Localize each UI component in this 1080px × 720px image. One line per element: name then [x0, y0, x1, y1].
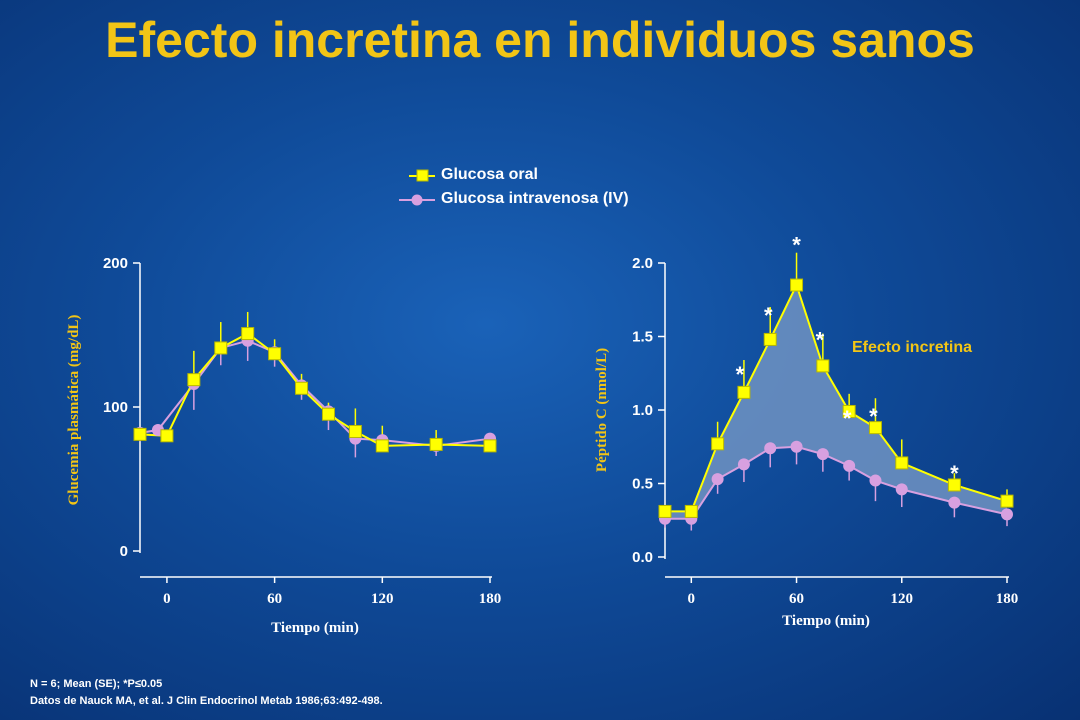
glucose-oral-marker — [187, 373, 201, 387]
glucose-iv-series-line — [139, 339, 491, 447]
cpeptide-x-tick-label: 0 — [688, 591, 696, 607]
cpeptide-iv-marker — [895, 483, 908, 496]
cpeptide-x-tick-label: 180 — [996, 591, 1019, 607]
cpeptide-x-tick-label: 60 — [789, 591, 804, 607]
cpeptide-significance-asterisk: * — [950, 461, 959, 486]
glucose-oral-marker — [483, 439, 497, 453]
glucose-x-axis-title: Tiempo (min) — [271, 620, 359, 636]
legend-label-iv: Glucosa intravenosa (IV) — [441, 190, 629, 207]
cpeptide-x-tick-label: 120 — [891, 591, 914, 607]
cpeptide-significance-asterisk: * — [792, 233, 801, 258]
cpeptide-iv-marker — [843, 459, 856, 472]
cpeptide-y-axis-title: Péptido C (nmol/L) — [594, 348, 610, 472]
legend-marker-iv — [399, 194, 435, 206]
glucose-oral-marker — [268, 347, 282, 361]
cpeptide-y-tick-label: 0.0 — [632, 549, 653, 566]
cpeptide-oral-marker — [842, 404, 856, 418]
cpeptide-oral-marker — [790, 278, 804, 292]
glucose-oral-marker — [348, 424, 362, 438]
cpeptide-iv-marker — [816, 448, 829, 461]
cpeptide-iv-marker — [1001, 508, 1013, 521]
cpeptide-oral-marker — [816, 359, 830, 373]
glucose-oral-marker — [160, 429, 174, 443]
cpeptide-iv-marker — [948, 496, 961, 509]
cpeptide-oral-marker — [737, 385, 751, 399]
cpeptide-significance-asterisk: * — [869, 404, 878, 429]
cpeptide-oral-marker — [711, 437, 725, 451]
cpeptide-y-tick-label: 2.0 — [632, 255, 653, 272]
glucose-oral-series-line — [139, 332, 491, 447]
page-title: Efecto incretina en individuos sanos — [105, 12, 975, 68]
cpeptide-y-tick-label: 1.0 — [632, 402, 653, 419]
glucose-x-tick-label: 120 — [371, 591, 394, 607]
glucose-y-tick-label: 0 — [120, 543, 128, 560]
cpeptide-iv-marker — [711, 473, 724, 486]
glucose-x-tick-label: 60 — [267, 591, 282, 607]
glucose-x-tick-label: 0 — [163, 591, 171, 607]
cpeptide-y-tick-label: 1.5 — [632, 329, 653, 346]
glucose-y-tick-label: 100 — [103, 399, 128, 416]
glucose-y-axis-title: Glucemia plasmática (mg/dL) — [66, 315, 82, 506]
legend-label-oral: Glucosa oral — [441, 166, 538, 183]
cpeptide-oral-marker — [947, 478, 961, 492]
incretin-effect-label: Efecto incretina — [852, 339, 972, 356]
cpeptide-oral-marker — [1000, 494, 1014, 508]
footnote-stats: N = 6; Mean (SE); *P≤0.05 — [30, 678, 163, 690]
cpeptide-significance-asterisk: * — [736, 362, 745, 387]
glucose-oral-marker — [241, 327, 255, 341]
cpeptide-x-axis-title: Tiempo (min) — [782, 613, 870, 629]
cpeptide-oral-series-line — [665, 282, 1008, 513]
cpeptide-significance-asterisk: * — [764, 303, 773, 328]
cpeptide-iv-marker — [737, 458, 750, 471]
glucose-x-tick-label: 180 — [479, 591, 502, 607]
footnote-source: Datos de Nauck MA, et al. J Clin Endocri… — [30, 695, 383, 707]
cpeptide-iv-series-line — [665, 445, 1008, 520]
glucose-oral-marker — [295, 381, 309, 395]
glucose-oral-marker — [429, 437, 443, 451]
glucose-oral-marker — [321, 407, 335, 421]
cpeptide-y-tick-label: 0.5 — [632, 476, 653, 493]
cpeptide-iv-marker — [790, 440, 803, 453]
glucose-oral-marker — [133, 427, 147, 441]
cpeptide-significance-asterisk: * — [816, 328, 825, 353]
cpeptide-iv-marker — [869, 474, 882, 487]
cpeptide-oral-marker — [868, 421, 882, 435]
cpeptide-oral-marker — [763, 332, 777, 346]
cpeptide-oral-marker — [895, 456, 909, 470]
cpeptide-oral-marker — [658, 504, 672, 518]
cpeptide-iv-marker — [764, 442, 777, 455]
cpeptide-oral-marker — [684, 504, 698, 518]
cpeptide-significance-asterisk: * — [843, 406, 852, 431]
glucose-oral-marker — [214, 341, 228, 355]
legend-marker-oral — [409, 169, 435, 182]
incretin-effect-area — [665, 285, 1007, 519]
glucose-oral-marker — [375, 439, 389, 453]
glucose-y-tick-label: 200 — [103, 255, 128, 272]
